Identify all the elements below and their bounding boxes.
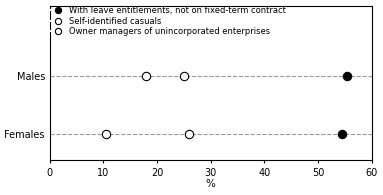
X-axis label: %: % xyxy=(206,179,216,189)
Legend: With leave entitlements, not on fixed-term contract, Self-identified casuals, Ow: With leave entitlements, not on fixed-te… xyxy=(50,6,286,36)
